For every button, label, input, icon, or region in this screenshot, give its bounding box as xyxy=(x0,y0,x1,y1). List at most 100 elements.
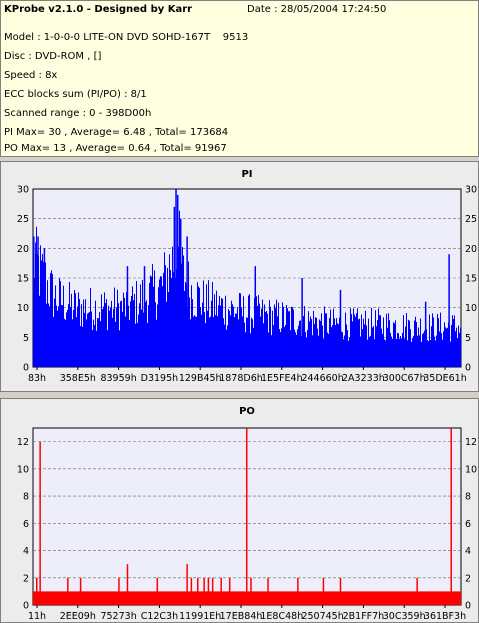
pi-bar xyxy=(47,280,48,367)
pi-bar xyxy=(184,290,185,367)
pi-bar xyxy=(120,301,121,367)
pi-bar xyxy=(192,299,193,367)
pi-bar xyxy=(237,307,238,367)
pi-bar xyxy=(157,304,158,367)
pi-bar xyxy=(117,289,118,367)
pi-bar xyxy=(369,336,370,367)
pi-bar xyxy=(129,319,130,367)
pi-bar xyxy=(269,300,270,367)
pi-bar xyxy=(103,306,104,367)
pi-chart-title: PI xyxy=(241,169,252,180)
po-spike-bar xyxy=(220,577,222,605)
pi-bar xyxy=(141,309,142,367)
pi-bar xyxy=(48,303,49,367)
pi-bar xyxy=(220,305,221,367)
pi-bar xyxy=(67,309,68,367)
pi-bar xyxy=(361,314,362,367)
pi-bar xyxy=(332,325,333,367)
pi-bar xyxy=(399,338,400,367)
po-y-tick-right: 12 xyxy=(465,437,477,448)
pi-bar xyxy=(60,281,61,367)
pi-bar xyxy=(124,297,125,367)
pi-chart-panel: PI 0 0 5 5 10 10 15 15 20 20 25 25 30 30 83h 358E5h 83959… xyxy=(0,161,479,392)
pi-bar xyxy=(282,302,283,367)
scan-info-header: KProbe v2.1.0 - Designed by Karr Date : … xyxy=(0,0,479,157)
pi-bar xyxy=(300,320,301,367)
po-x-tick-label: 75273h xyxy=(100,611,136,622)
pi-bar xyxy=(94,325,95,367)
pi-bar xyxy=(247,317,248,367)
pi-bar xyxy=(59,278,60,367)
pi-bar xyxy=(322,325,323,367)
po-y-tick-left: 8 xyxy=(23,492,29,503)
pi-bar xyxy=(106,299,107,367)
pi-bar xyxy=(446,328,447,367)
po-y-tick-right: 10 xyxy=(465,464,477,475)
pi-bar xyxy=(208,280,209,367)
pi-bar xyxy=(394,323,395,367)
po-spike-bar xyxy=(250,577,252,605)
pi-bar xyxy=(89,311,90,367)
pi-y-tick-left: 10 xyxy=(17,303,29,314)
pi-bar xyxy=(259,303,260,367)
po-x-tick-label: 250745h xyxy=(301,611,343,622)
pi-y-tick-left: 25 xyxy=(17,214,29,225)
pi-bar xyxy=(250,333,251,367)
pi-bar xyxy=(50,273,51,367)
pi-bar xyxy=(298,325,299,367)
pi-x-tick-label: 83h xyxy=(28,373,46,384)
po-y-tick-left: 2 xyxy=(23,573,29,584)
pi-x-tick-label: 358E5h xyxy=(60,373,96,384)
pi-bar xyxy=(246,317,247,367)
po-spike-bar xyxy=(203,577,205,605)
pi-bar xyxy=(104,292,105,367)
pi-bar xyxy=(355,316,356,367)
pi-bar xyxy=(401,338,402,367)
pi-bar xyxy=(224,324,225,367)
pi-bar xyxy=(166,301,167,367)
pi-bar xyxy=(272,310,273,367)
pi-bar xyxy=(146,300,147,367)
pi-bar xyxy=(308,311,309,367)
scanned-range: Scanned range : 0 - 398D00h xyxy=(4,108,152,119)
pi-bar xyxy=(414,320,415,367)
pi-bar xyxy=(359,318,360,367)
app-title: KProbe v2.1.0 - Designed by Karr xyxy=(4,4,193,15)
pi-bar xyxy=(97,318,98,367)
pi-bar xyxy=(150,275,151,367)
pi-bar xyxy=(216,290,217,367)
pi-bar xyxy=(353,308,354,367)
pi-bar xyxy=(91,311,92,367)
pi-bar xyxy=(196,316,197,367)
pi-bar xyxy=(199,287,200,367)
pi-bar xyxy=(390,332,391,367)
pi-bar xyxy=(428,341,429,367)
pi-bar xyxy=(254,298,255,367)
pi-y-tick-right: 15 xyxy=(465,274,477,285)
pi-bar xyxy=(372,327,373,367)
pi-bar xyxy=(388,313,389,367)
pi-bar xyxy=(61,305,62,367)
pi-bar xyxy=(170,270,171,367)
pi-bar xyxy=(239,292,240,367)
pi-bar xyxy=(352,321,353,367)
pi-bar xyxy=(299,320,300,367)
pi-bar xyxy=(285,325,286,367)
pi-bar xyxy=(179,210,180,367)
po-spike-bar xyxy=(79,577,82,605)
pi-bar xyxy=(273,325,274,367)
pi-bar xyxy=(242,316,243,367)
pi-bar xyxy=(296,334,297,367)
pi-bar xyxy=(321,313,322,367)
po-spike-bar xyxy=(197,577,199,605)
pi-bar xyxy=(364,324,365,367)
pi-bar xyxy=(252,319,253,367)
pi-bar xyxy=(130,301,131,367)
pi-bar xyxy=(226,329,227,367)
pi-bar xyxy=(197,282,198,367)
pi-bar xyxy=(450,341,451,367)
pi-bar xyxy=(51,270,52,367)
pi-bar xyxy=(110,307,111,367)
po-x-tick-label: 1E8C48h xyxy=(260,611,303,622)
po-x-tick-label: 30C359h xyxy=(383,611,426,622)
